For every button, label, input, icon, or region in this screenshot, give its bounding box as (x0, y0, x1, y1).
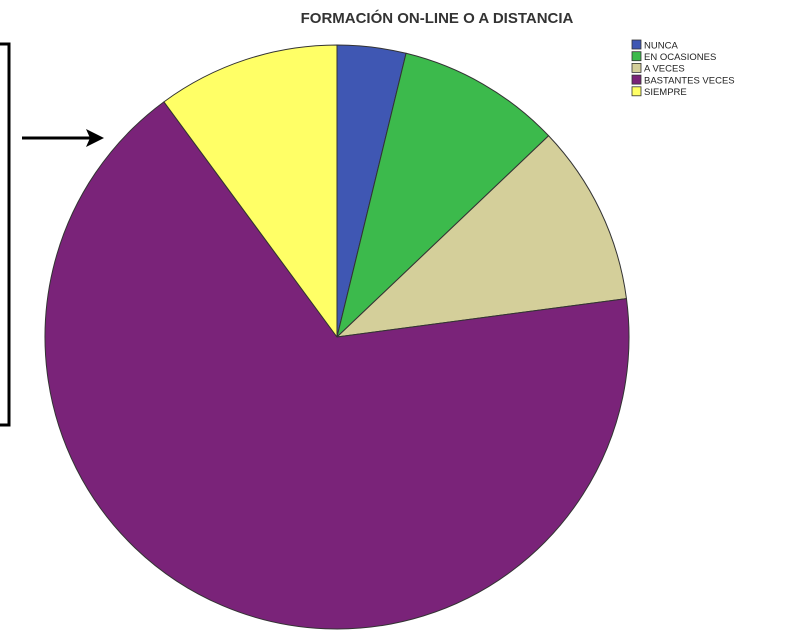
arrow-head (86, 129, 104, 147)
pie-slice-bastantes-veces (44, 101, 630, 630)
legend-label: NUNCA (644, 40, 678, 51)
legend-label: SIEMPRE (644, 87, 687, 98)
legend-swatch (631, 74, 642, 85)
legend-label: EN OCASIONES (644, 52, 716, 63)
pie-slice-siempre (163, 44, 338, 338)
pie-slice-en-ocasiones (336, 52, 550, 338)
chart-title: FORMACIÓN ON-LINE O A DISTANCIA (301, 9, 574, 27)
annotation-bracket (0, 42, 104, 427)
legend-swatch (631, 51, 642, 62)
legend-swatch (631, 86, 642, 97)
pie-slices (44, 44, 630, 630)
legend-label: A VECES (644, 64, 685, 75)
bracket-line (0, 42, 11, 427)
legend-label: BASTANTES VECES (644, 75, 735, 86)
legend-swatch (631, 39, 642, 50)
pie-slice-a-veces (336, 135, 627, 338)
legend-swatch (631, 63, 642, 73)
